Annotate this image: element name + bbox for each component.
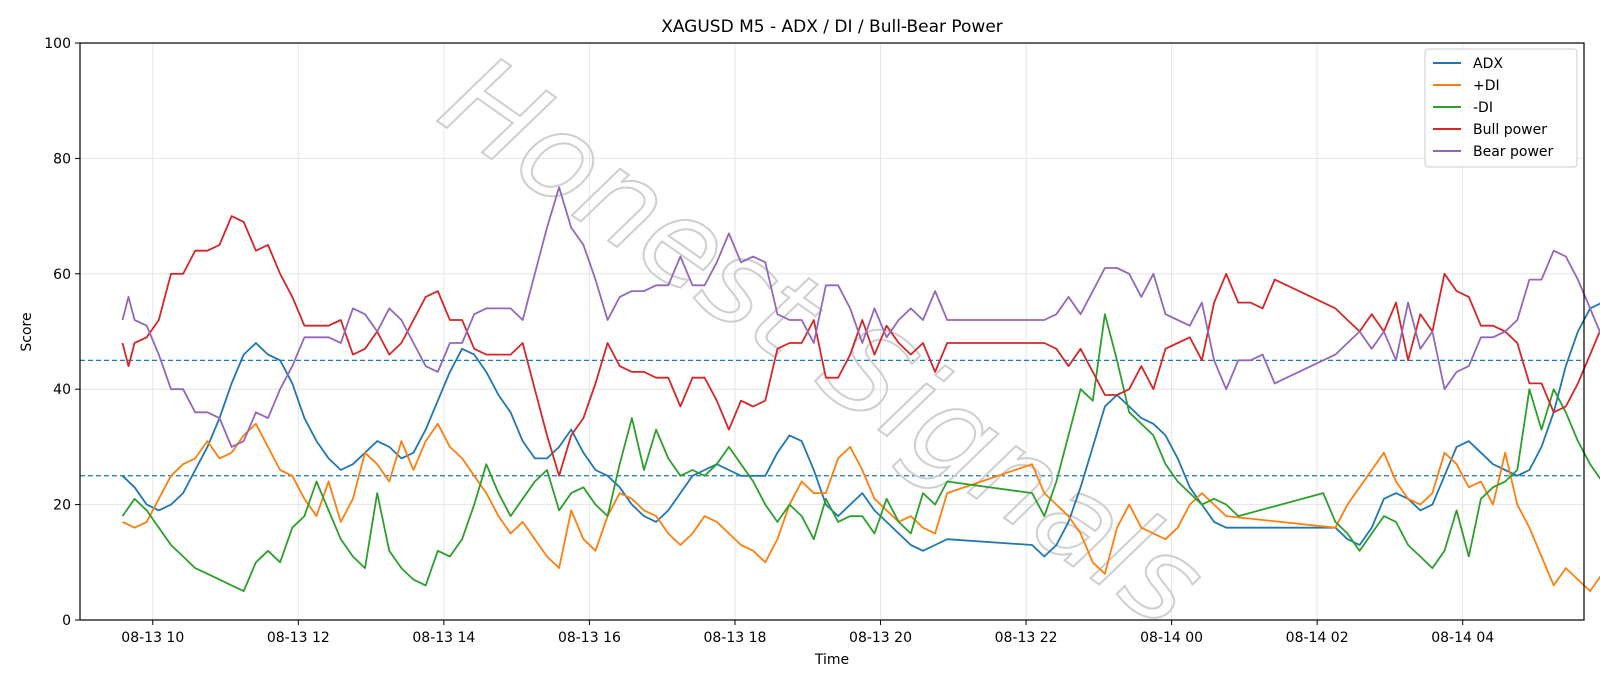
plot-frame	[79, 42, 1585, 621]
y-tick-label: 80	[53, 151, 71, 167]
legend-label: Bear power	[1473, 144, 1554, 160]
x-tick-label: 08-13 16	[558, 630, 621, 646]
x-tick-label: 08-13 20	[849, 630, 912, 646]
x-tick-label: 08-13 18	[703, 630, 766, 646]
legend-box	[1424, 48, 1578, 168]
series-line--di	[122, 422, 1600, 592]
series-line-adx	[121, 302, 1600, 558]
y-axis-label: Score	[19, 312, 35, 351]
legend: ADX +DI -DI Bull power Bear power	[1424, 48, 1578, 168]
y-tick-label: 20	[53, 498, 71, 514]
y-tick-label: 60	[53, 267, 71, 283]
x-tick-label: 08-13 10	[121, 630, 184, 646]
series-line--di	[121, 313, 1600, 592]
chart-title: XAGUSD M5 - ADX / DI / Bull-Bear Power	[661, 17, 1003, 37]
x-axis: 08-13 10 08-13 12 08-13 14 08-13 16 08-13 18…	[121, 620, 1494, 646]
legend-label: ADX	[1473, 56, 1503, 72]
x-tick-label: 08-14 02	[1286, 630, 1349, 646]
x-tick-label: 08-14 00	[1140, 630, 1203, 646]
y-tick-label: 100	[44, 36, 71, 52]
y-axis: 0 20 40 60 80 100	[44, 36, 80, 629]
legend-label: +DI	[1473, 78, 1500, 94]
x-tick-label: 08-13 12	[267, 630, 330, 646]
x-tick-label: 08-13 14	[412, 630, 475, 646]
y-tick-label: 40	[53, 382, 71, 398]
watermark-text: Honest Signals	[418, 29, 1229, 655]
legend-label: Bull power	[1473, 122, 1547, 138]
x-tick-label: 08-13 22	[995, 630, 1058, 646]
series-line-bull-power	[121, 215, 1600, 477]
y-tick-label: 0	[62, 613, 71, 629]
x-tick-label: 08-14 04	[1431, 630, 1494, 646]
legend-label: -DI	[1473, 100, 1493, 116]
watermark: Honest Signals	[417, 28, 1230, 656]
x-axis-label: Time	[814, 652, 849, 668]
series-line-bear-power	[121, 186, 1600, 448]
series-lines	[121, 186, 1600, 592]
